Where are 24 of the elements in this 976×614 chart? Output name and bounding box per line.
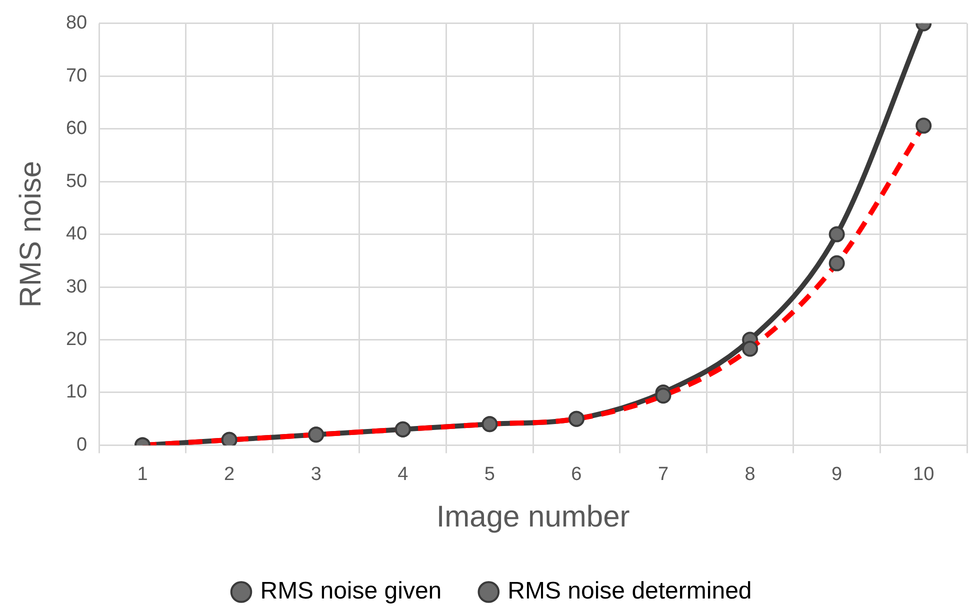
x-tick-label: 4 [398, 464, 409, 485]
x-tick-label: 2 [224, 464, 235, 485]
x-tick-label: 9 [832, 464, 842, 485]
legend-label: RMS noise given [260, 578, 442, 605]
x-tick-label: 7 [658, 464, 669, 485]
y-tick-label: 50 [66, 170, 88, 192]
y-axis-title: RMS noise [14, 160, 48, 308]
x-axis-title: Image number [436, 500, 630, 534]
x-tick-label: 10 [913, 464, 934, 485]
point [828, 226, 845, 242]
x-tick-label: 1 [137, 464, 148, 485]
x-tick-label: 8 [744, 464, 756, 485]
y-tick-label: 60 [66, 118, 88, 140]
y-tick-label: 10 [66, 382, 88, 403]
legend-label: RMS noise determined [508, 578, 752, 605]
x-tick-label: 3 [310, 464, 322, 485]
x-tick-label: 5 [484, 464, 495, 485]
y-tick-label: 40 [66, 224, 88, 245]
y-tick-label: 0 [76, 434, 88, 456]
y-tick-label: 80 [66, 12, 88, 34]
y-tick-label: 20 [66, 328, 88, 350]
x-tick-label: 6 [571, 464, 582, 485]
y-tick-label: 30 [66, 276, 88, 298]
y-tick-label: 70 [66, 65, 88, 86]
